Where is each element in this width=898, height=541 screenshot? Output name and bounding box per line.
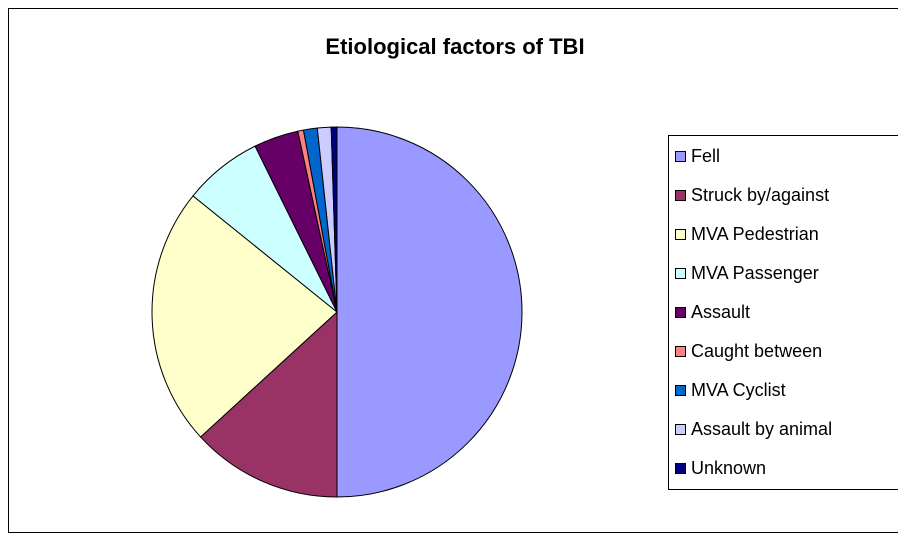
pie-slice (336, 126, 523, 498)
legend-label: Assault (691, 302, 750, 322)
legend-swatch (675, 190, 686, 201)
legend-swatch (675, 307, 686, 318)
legend-label: MVA Cyclist (691, 380, 786, 400)
legend-swatch (675, 463, 686, 474)
legend-label: Assault by animal (691, 419, 832, 439)
chart-title: Etiological factors of TBI (325, 34, 584, 59)
legend-swatch (675, 268, 686, 279)
pie-slice (199, 310, 338, 498)
pie-slice (330, 126, 338, 313)
pie-slice (151, 195, 338, 438)
legend-swatch (675, 151, 686, 162)
legend (668, 135, 898, 490)
legend-swatch (675, 346, 686, 357)
legend-label: MVA Pedestrian (691, 224, 819, 244)
legend-swatch (675, 229, 686, 240)
legend-label: Struck by/against (691, 185, 829, 205)
legend-label: Caught between (691, 341, 822, 361)
legend-label: Unknown (691, 458, 766, 478)
legend-label: Fell (691, 146, 720, 166)
legend-label: MVA Passenger (691, 263, 819, 283)
legend-swatch (675, 385, 686, 396)
legend-swatch (675, 424, 686, 435)
